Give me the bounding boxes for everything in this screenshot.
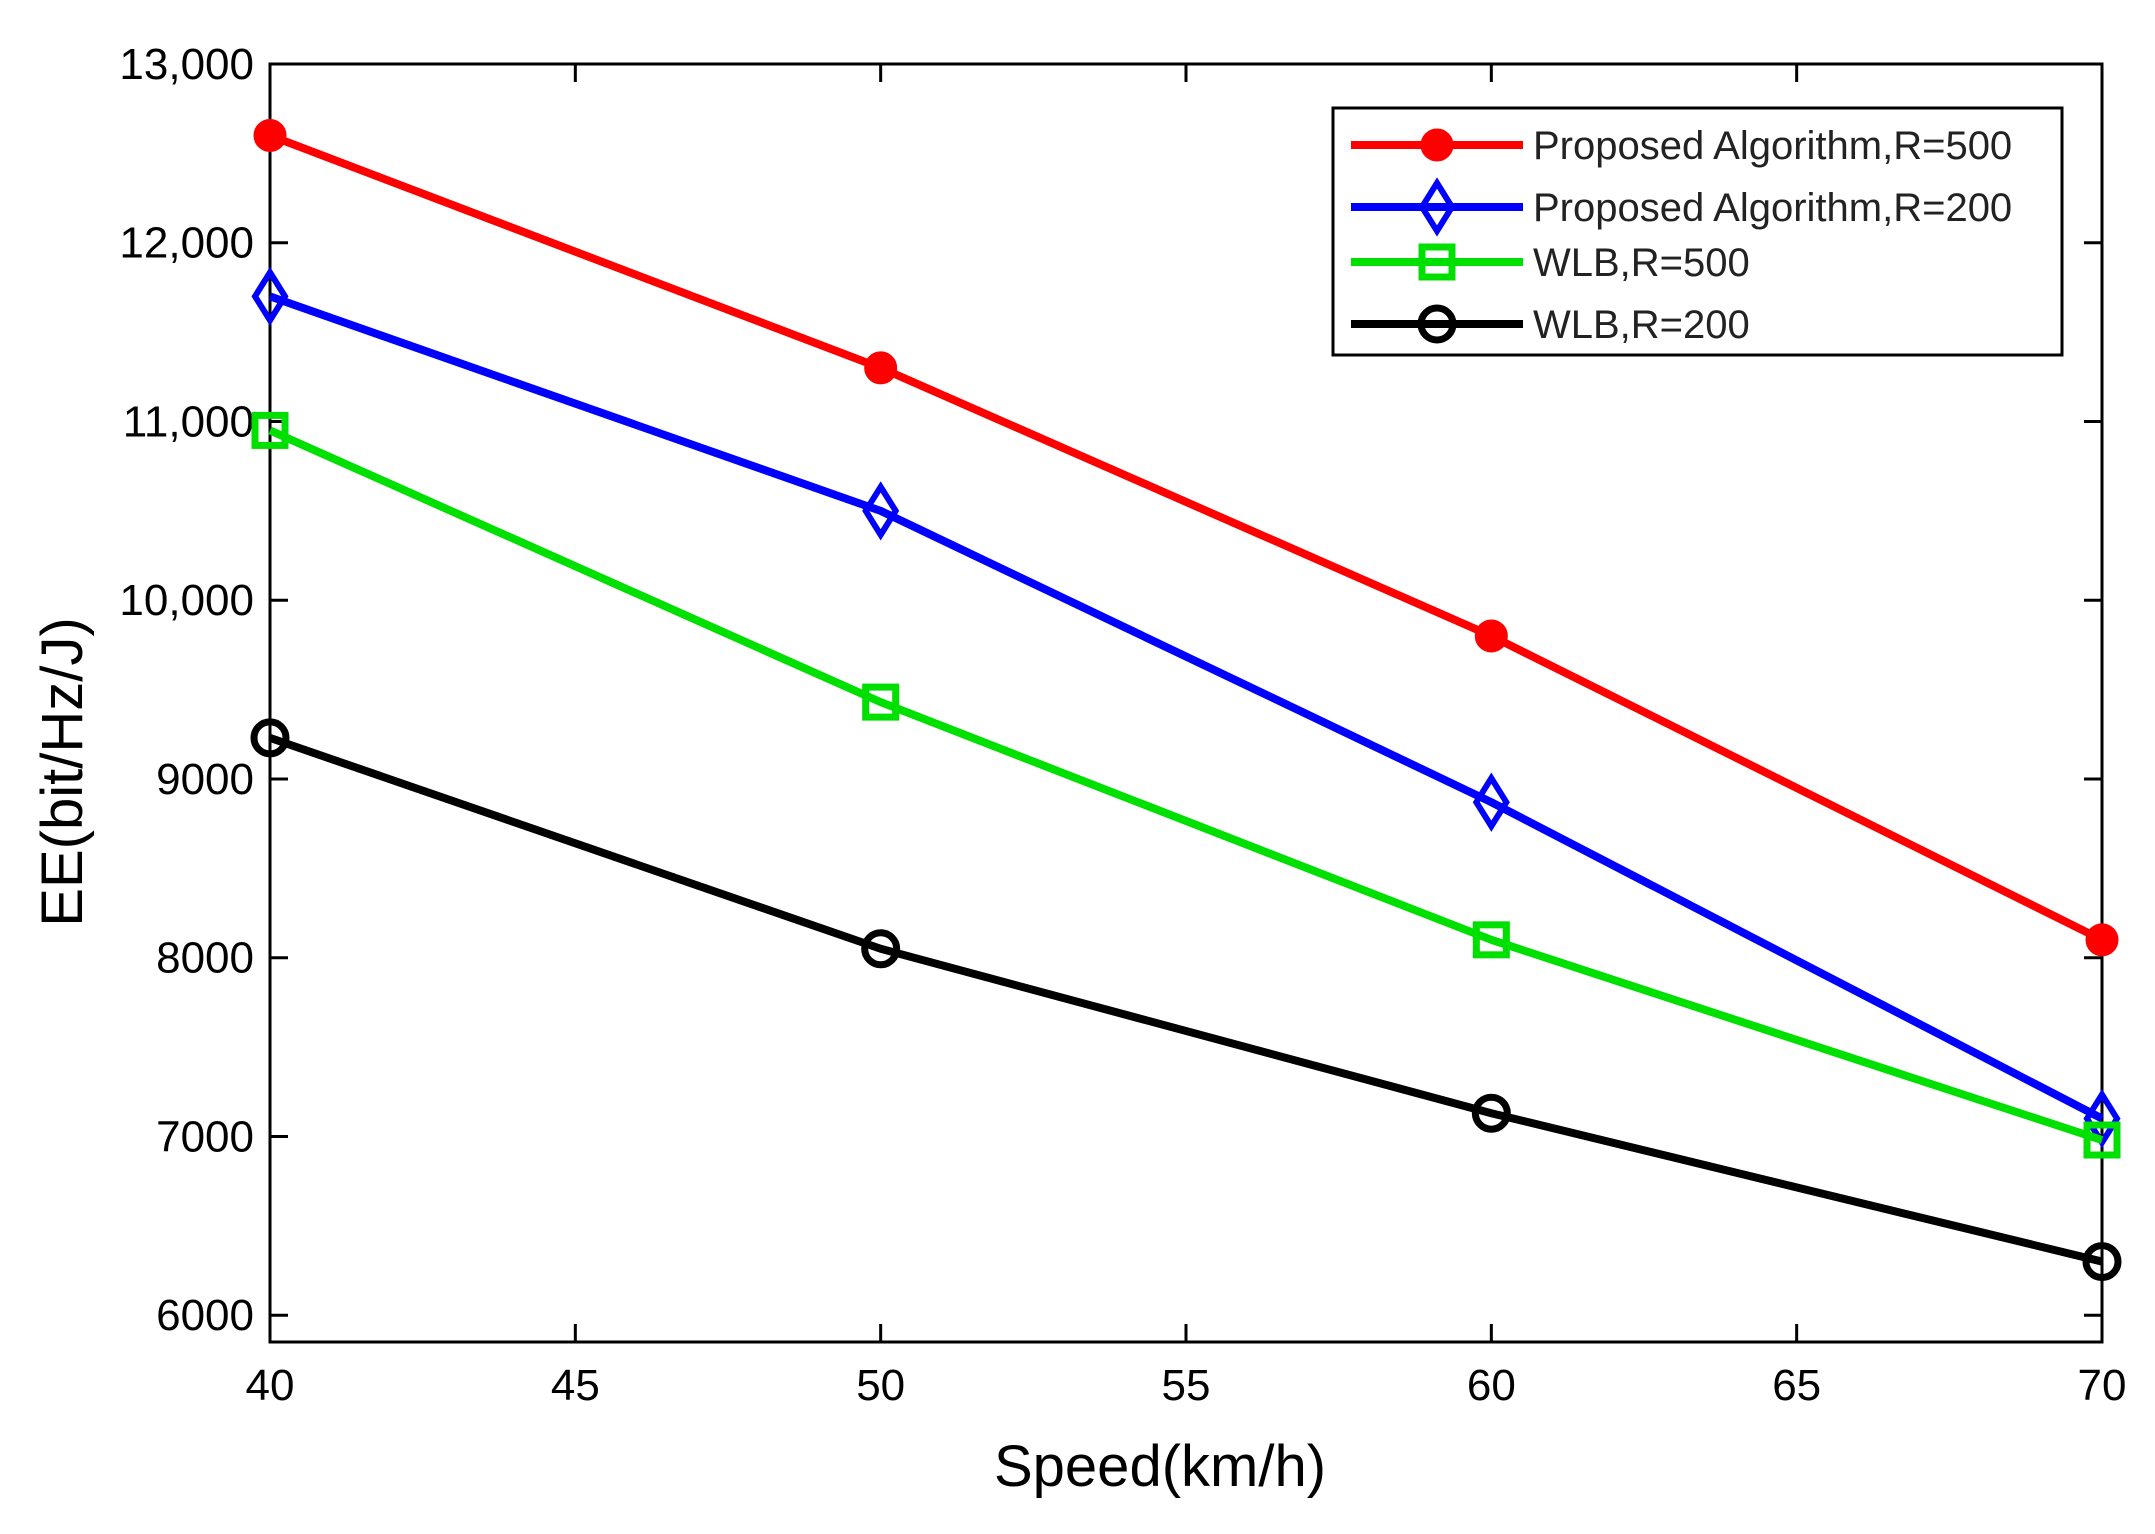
legend-box [1331, 106, 2064, 357]
y-tick-label: 6000 [156, 1291, 254, 1340]
series-group [250, 718, 2122, 1282]
legend-label: WLB,R=500 [1533, 241, 1750, 285]
data-point [1471, 1093, 1511, 1133]
data-point [2085, 923, 2119, 957]
x-tick-label: 50 [856, 1361, 905, 1410]
legend-label: Proposed Algorithm,R=200 [1533, 186, 2012, 230]
y-tick-label: 10,000 [119, 576, 254, 625]
x-tick-label: 45 [551, 1361, 600, 1410]
series-group [251, 411, 2121, 1159]
data-point [253, 118, 287, 152]
y-tick-label: 12,000 [119, 219, 254, 268]
data-point [1472, 921, 1510, 959]
y-tick-label: 13,000 [119, 40, 254, 89]
y-tick-label: 8000 [156, 934, 254, 983]
legend-marker [1418, 177, 1456, 237]
data-point [862, 683, 900, 721]
data-point [250, 718, 290, 758]
data-point [2083, 1121, 2121, 1159]
data-point [251, 266, 289, 327]
legend-label: Proposed Algorithm,R=500 [1533, 124, 2012, 168]
y-tick-label: 11,000 [123, 397, 254, 446]
y-tick-label: 9000 [156, 755, 254, 804]
legend: Proposed Algorithm,R=500 Proposed Algorit… [1331, 106, 2064, 357]
y-axis-label: EE(bit/Hz/J) [30, 617, 95, 926]
series-line [268, 426, 2104, 1144]
data-point [2082, 1242, 2122, 1282]
legend-marker [1420, 128, 1454, 162]
legend-marker [1418, 243, 1456, 281]
data-point [861, 929, 901, 969]
series-line [268, 292, 2104, 1123]
x-tick-label: 40 [246, 1361, 295, 1410]
data-point [1474, 619, 1508, 653]
x-axis-ticks: 40 45 50 55 60 65 70 [246, 64, 2127, 1410]
series-layer [250, 118, 2122, 1282]
legend-marker [1417, 304, 1457, 344]
series-group [251, 266, 2121, 1149]
data-point [864, 351, 898, 385]
data-point [2083, 1088, 2121, 1149]
legend-label: WLB,R=200 [1533, 303, 1750, 347]
data-point [251, 411, 289, 449]
series-line [268, 131, 2104, 944]
series-group [253, 118, 2119, 957]
y-tick-label: 7000 [156, 1112, 254, 1161]
x-axis-label: Speed(km/h) [994, 1434, 1326, 1499]
x-tick-label: 70 [2078, 1361, 2127, 1410]
data-point [862, 481, 900, 541]
data-point [1472, 772, 1510, 832]
series-line [268, 734, 2103, 1266]
x-tick-label: 55 [1162, 1361, 1211, 1410]
y-axis-ticks: 6000 7000 8000 9000 10,000 11,000 12,000 13,000 [119, 40, 2102, 1340]
x-tick-label: 60 [1467, 1361, 1516, 1410]
x-tick-label: 65 [1772, 1361, 1821, 1410]
